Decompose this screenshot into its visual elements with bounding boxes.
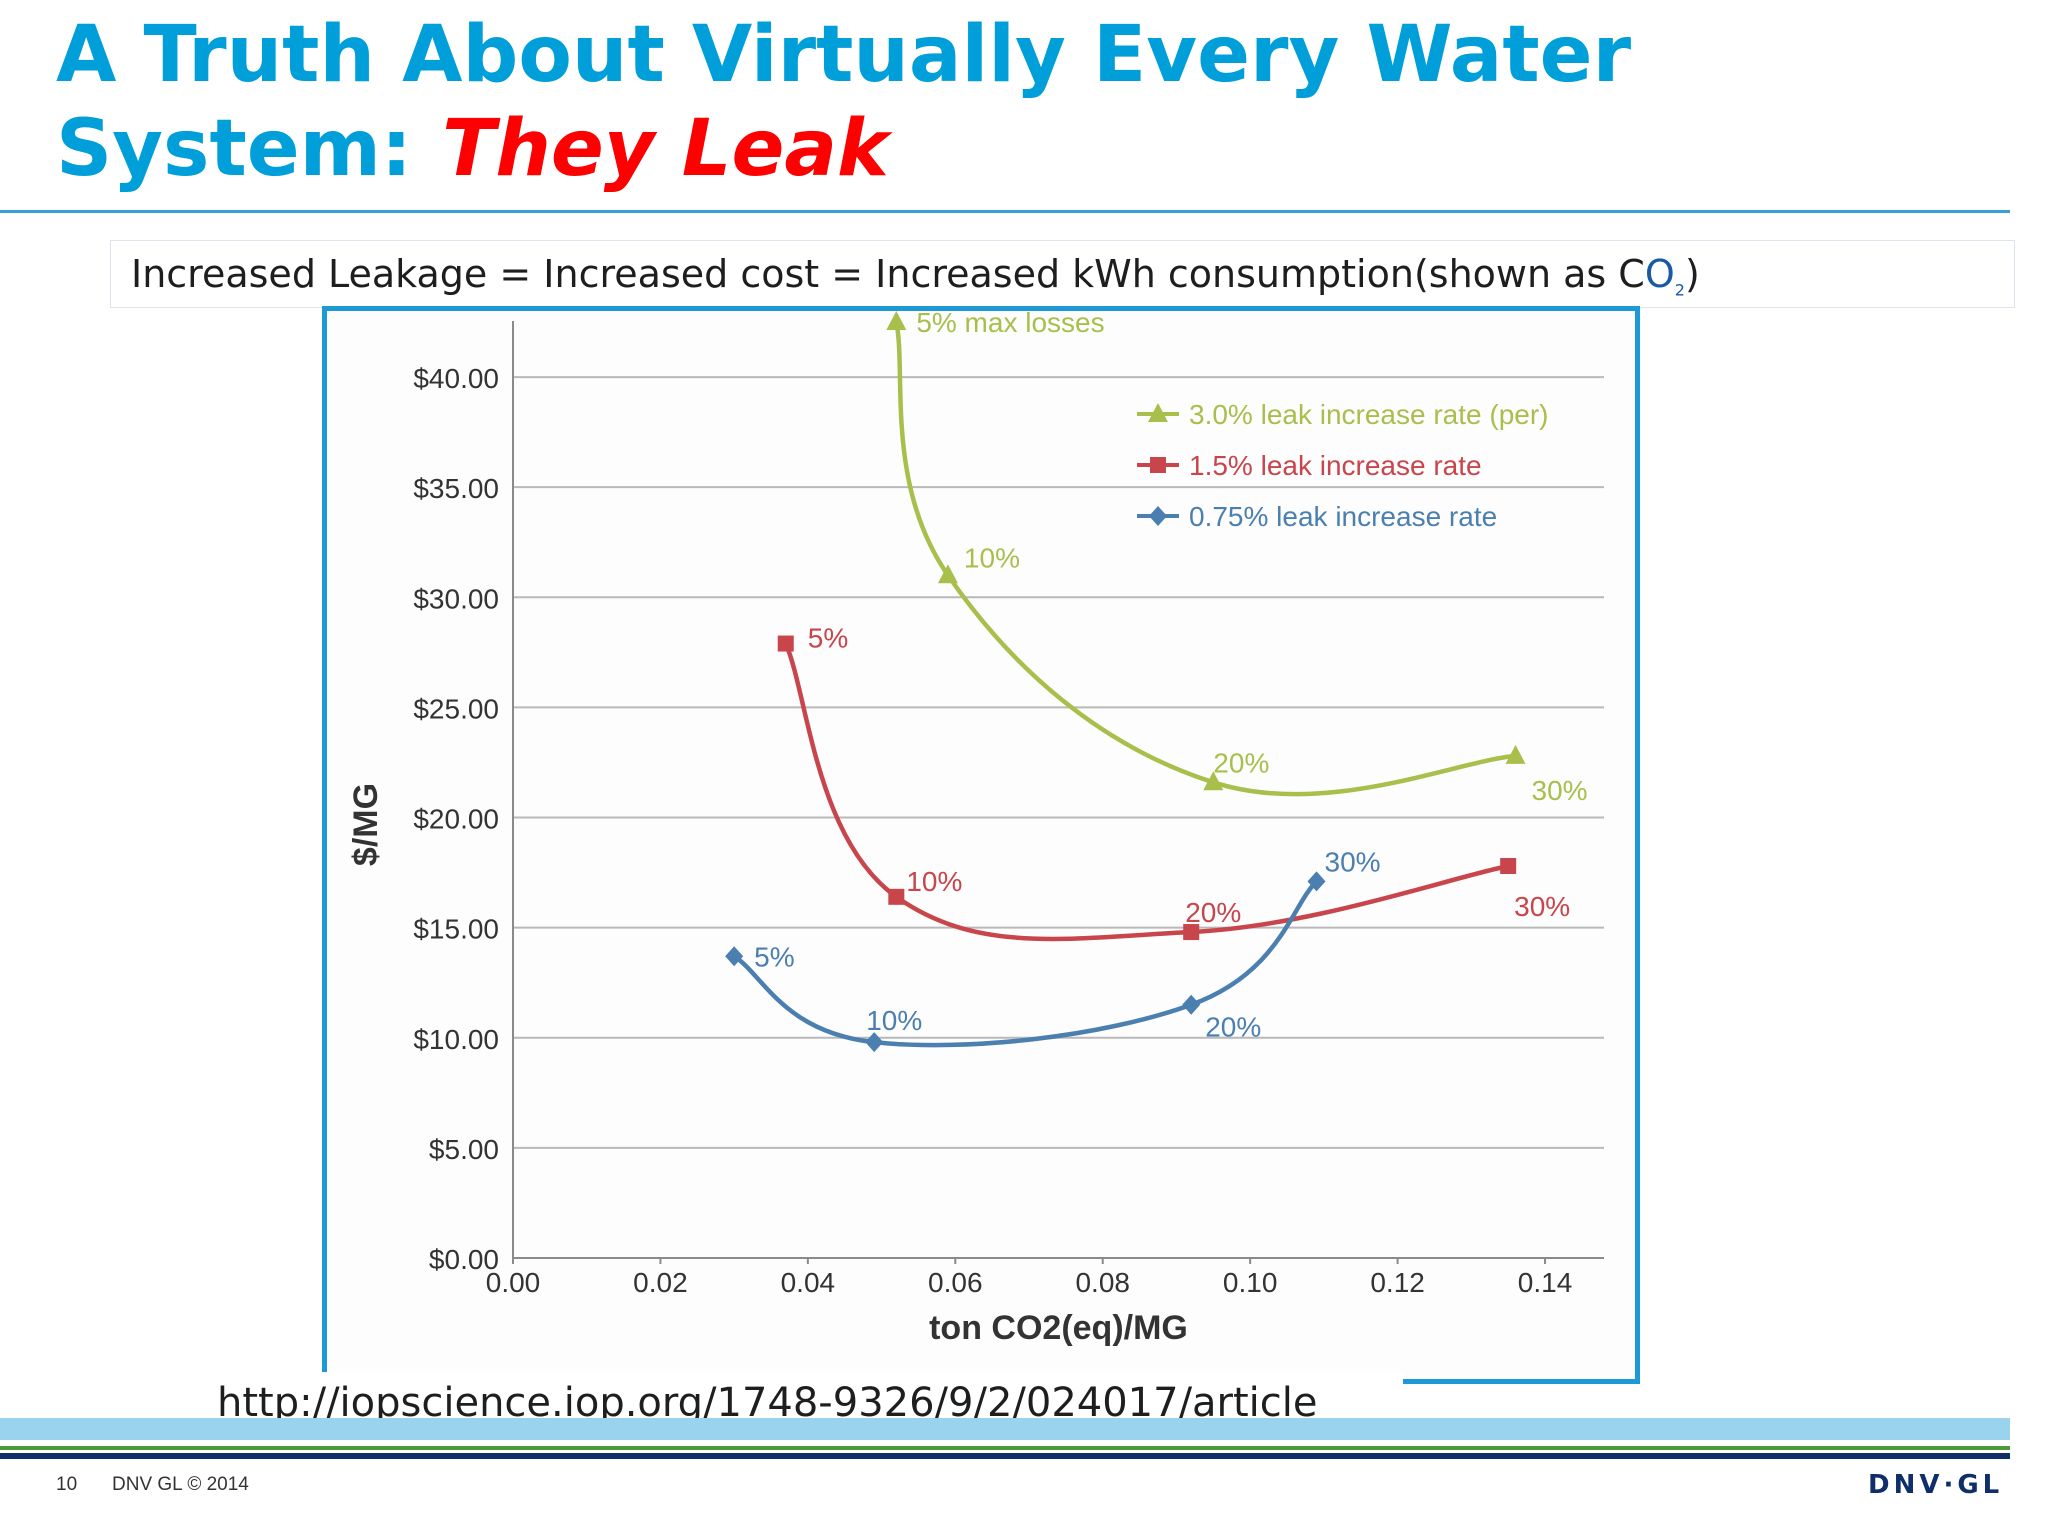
point-label: 10%: [964, 542, 1020, 573]
point-label: 20%: [1213, 747, 1269, 778]
y-tick-label: $15.00: [413, 914, 499, 945]
series-point: [865, 1032, 884, 1053]
title-divider: [0, 210, 2010, 213]
point-label: 5%: [808, 623, 848, 654]
footer-band-light: [0, 1418, 2010, 1440]
y-tick-label: $40.00: [413, 363, 499, 394]
page-number: 10: [56, 1474, 78, 1495]
chart-frame: $0.00 $5.00 $10.00 $15.00 $20.00 $25.00 $30.00…: [322, 306, 1640, 1384]
series-point: [725, 946, 744, 967]
series-point: [886, 311, 907, 331]
x-tick-label: 0.00: [486, 1267, 541, 1298]
point-label: 5% max losses: [916, 311, 1104, 338]
slide-title-accent: They Leak: [442, 104, 889, 194]
y-tick-label: $0.00: [429, 1244, 499, 1275]
series-point: [888, 888, 905, 905]
y-tick-label: $25.00: [413, 693, 499, 724]
x-tick-label: 0.04: [781, 1267, 836, 1298]
x-tick-label: 0.06: [928, 1267, 983, 1298]
subtitle-co2-subscript: 2: [1674, 280, 1685, 300]
point-label: 20%: [1185, 897, 1241, 928]
y-tick-label: $35.00: [413, 473, 499, 504]
subtitle-text: Increased Leakage = Increased cost = Inc…: [131, 252, 1645, 296]
x-axis-title: ton CO2(eq)/MG: [929, 1309, 1188, 1347]
footer-band-green: [0, 1446, 2010, 1450]
series-point: [1183, 924, 1200, 941]
series-point: [1203, 771, 1224, 791]
series-point: [1505, 744, 1526, 764]
series-point: [1500, 857, 1517, 874]
y-axis-title: $/MG: [347, 783, 385, 866]
slide-title: A Truth About Virtually Every Water Syst…: [56, 8, 1956, 196]
y-tick-label: $30.00: [413, 583, 499, 614]
point-label: 30%: [1325, 846, 1381, 877]
point-label: 30%: [1532, 775, 1588, 806]
legend-marker: [1148, 403, 1168, 422]
series-point: [937, 564, 958, 584]
x-tick-label: 0.14: [1518, 1267, 1573, 1298]
x-tick-label: 0.10: [1223, 1267, 1278, 1298]
point-label: 5%: [754, 941, 794, 972]
y-tick-label: $5.00: [429, 1134, 499, 1165]
point-label: 10%: [906, 866, 962, 897]
series-line: [894, 321, 1516, 797]
dnv-gl-logo: DNV·GL: [1868, 1470, 2004, 1500]
leakage-cost-chart: $0.00 $5.00 $10.00 $15.00 $20.00 $25.00 $30.00…: [347, 311, 1604, 1347]
series-point: [1182, 994, 1201, 1015]
legend-label: 1.5% leak increase rate: [1189, 450, 1482, 481]
point-label: 10%: [866, 1005, 922, 1036]
x-tick-label: 0.12: [1370, 1267, 1425, 1298]
point-label: 30%: [1514, 891, 1570, 922]
legend-marker: [1150, 457, 1166, 473]
footer-band-navy: [0, 1453, 2010, 1459]
series-point: [1307, 871, 1326, 892]
series-line: [732, 879, 1319, 1048]
y-tick-label: $20.00: [413, 804, 499, 835]
x-tick-label: 0.02: [633, 1267, 688, 1298]
legend-label: 0.75% leak increase rate: [1189, 501, 1497, 532]
subtitle-box: Increased Leakage = Increased cost = Inc…: [110, 240, 2015, 308]
legend-label: 3.0% leak increase rate (per): [1189, 399, 1549, 430]
point-label: 20%: [1205, 1012, 1261, 1043]
series-point: [777, 635, 794, 652]
slide-title-main: A Truth About Virtually Every Water Syst…: [56, 10, 1632, 194]
x-tick-label: 0.08: [1075, 1267, 1130, 1298]
legend-marker: [1149, 506, 1167, 526]
subtitle-co2-letter: O: [1644, 252, 1675, 296]
subtitle-suffix: ): [1684, 252, 1700, 296]
copyright: DNV GL © 2014: [112, 1474, 249, 1495]
y-tick-label: $10.00: [413, 1024, 499, 1055]
series-line: [783, 642, 1509, 942]
